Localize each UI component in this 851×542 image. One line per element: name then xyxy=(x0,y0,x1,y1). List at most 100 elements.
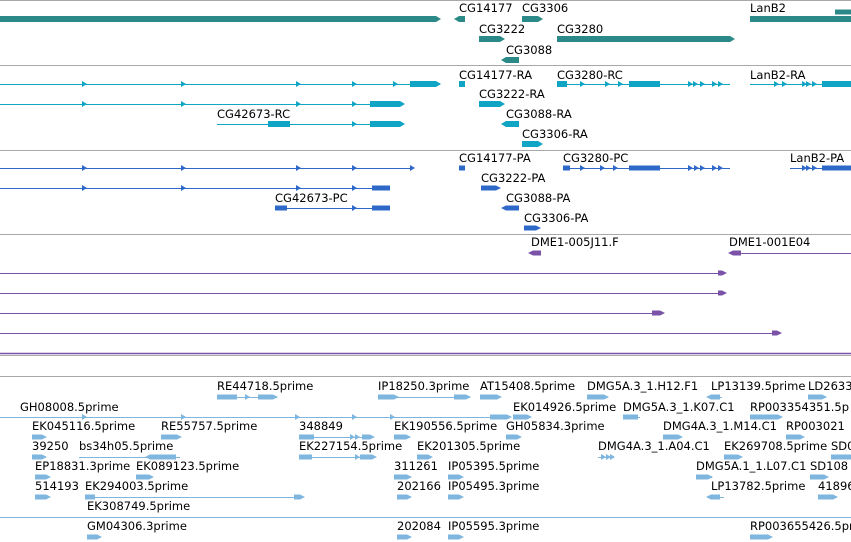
feature-label: EK227154.5prime xyxy=(299,439,402,453)
feature-block xyxy=(750,534,768,540)
strand-arrow xyxy=(407,474,412,480)
feature-block xyxy=(394,474,407,480)
feature-block xyxy=(711,394,720,400)
feature-block xyxy=(629,165,660,171)
feature-block xyxy=(623,414,638,420)
exon-chevron xyxy=(806,165,811,171)
strand-arrow xyxy=(706,494,711,500)
feature-label: EK294003.5prime xyxy=(85,479,188,493)
exon-chevron xyxy=(181,101,186,107)
feature-label: GM04306.3prime xyxy=(87,519,187,533)
feature-block xyxy=(417,454,428,460)
strand-arrow xyxy=(407,494,412,500)
feature-block xyxy=(480,394,497,400)
exon-chevron xyxy=(410,165,415,171)
exon-chevron xyxy=(296,165,301,171)
feature-block xyxy=(161,434,177,440)
gene-label-lanb2: LanB2 xyxy=(750,1,786,15)
clone-label-dme1-005j11: DME1-005J11.F xyxy=(531,235,619,249)
protein-label-cg42673-pc: CG42673-PC xyxy=(275,191,348,205)
feature-block xyxy=(810,474,824,480)
exon-chevron xyxy=(605,81,610,87)
strand-arrow xyxy=(768,534,773,540)
feature-block xyxy=(629,81,660,87)
feature-block xyxy=(448,534,459,540)
feature-block xyxy=(557,36,730,42)
feature-label: EK308749.5prime xyxy=(87,499,190,513)
exon-chevron xyxy=(718,165,723,171)
exon-chevron xyxy=(296,101,301,107)
strand-arrow xyxy=(407,534,412,540)
exon-chevron xyxy=(694,165,699,171)
strand-arrow xyxy=(738,454,743,460)
strand-arrow xyxy=(459,494,464,500)
feature-label: DMG4A.3_1.A04.C1 xyxy=(598,439,710,453)
exon-chevron xyxy=(355,454,360,460)
strand-arrow xyxy=(428,454,433,460)
rna-label-cg3280-rc: CG3280-RC xyxy=(557,68,623,82)
feature-block xyxy=(696,474,708,480)
strand-arrow xyxy=(436,16,441,22)
exon-chevron xyxy=(782,81,787,87)
rna-label-cg42673-rc: CG42673-RC xyxy=(217,107,290,121)
exon-chevron xyxy=(181,81,186,87)
feature-block xyxy=(35,494,46,500)
feature-block xyxy=(563,165,570,171)
strand-arrow xyxy=(459,474,464,480)
strand-arrow xyxy=(822,394,827,400)
feature-label: 348849 xyxy=(299,419,343,433)
feature-label: RP003354351.5p xyxy=(750,400,849,414)
feature-block xyxy=(652,310,660,316)
feature-block xyxy=(299,434,314,440)
feature-label: 514193 xyxy=(35,479,79,493)
strand-arrow xyxy=(501,121,506,127)
feature-label: LP13782.5prime xyxy=(711,479,805,493)
exon-chevron xyxy=(802,81,807,87)
exon-chevron xyxy=(774,81,779,87)
feature-block xyxy=(786,434,800,440)
strand-arrow xyxy=(708,474,713,480)
strand-arrow xyxy=(500,36,505,42)
feature-block xyxy=(822,81,851,87)
feature-label: 311261 xyxy=(394,459,438,473)
clone-label-dme1-001e04: DME1-001E04 xyxy=(729,235,810,249)
exon-chevron xyxy=(296,81,301,87)
feature-block xyxy=(299,454,312,460)
feature-label: 41896 xyxy=(818,479,851,493)
protein-label-cg3306-pa: CG3306-PA xyxy=(524,211,589,225)
gene-label-cg3306: CG3306 xyxy=(522,1,568,15)
exon-chevron xyxy=(601,454,606,460)
feature-block xyxy=(397,534,407,540)
exon-chevron xyxy=(600,165,605,171)
feature-block xyxy=(454,394,466,400)
exon-chevron xyxy=(352,101,357,107)
feature-block xyxy=(557,81,567,87)
feature-block xyxy=(258,394,273,400)
feature-block xyxy=(718,290,722,296)
feature-block xyxy=(372,205,390,211)
exon-chevron xyxy=(352,185,357,191)
exon-chevron xyxy=(802,165,807,171)
rna-label-cg14177-ra: CG14177-RA xyxy=(459,68,532,82)
feature-block xyxy=(724,454,738,460)
feature-block xyxy=(35,474,46,480)
exon-chevron xyxy=(82,414,87,420)
strand-arrow xyxy=(97,534,102,540)
strand-arrow xyxy=(604,394,609,400)
strand-arrow xyxy=(730,36,735,42)
exon-chevron xyxy=(393,81,398,87)
exon-chevron xyxy=(295,414,300,420)
exon-chevron xyxy=(352,81,357,87)
feature-block xyxy=(0,16,436,22)
strand-arrow xyxy=(517,434,522,440)
feature-label: EK089123.5prime xyxy=(136,459,239,473)
feature-block xyxy=(587,394,604,400)
feature-label: EK045116.5prime xyxy=(32,419,135,433)
protein-label-cg3222-pa: CG3222-PA xyxy=(481,171,546,185)
exon-chevron xyxy=(82,101,87,107)
feature-block xyxy=(410,81,436,87)
feature-block xyxy=(490,414,507,420)
exon-chevron xyxy=(82,185,87,191)
